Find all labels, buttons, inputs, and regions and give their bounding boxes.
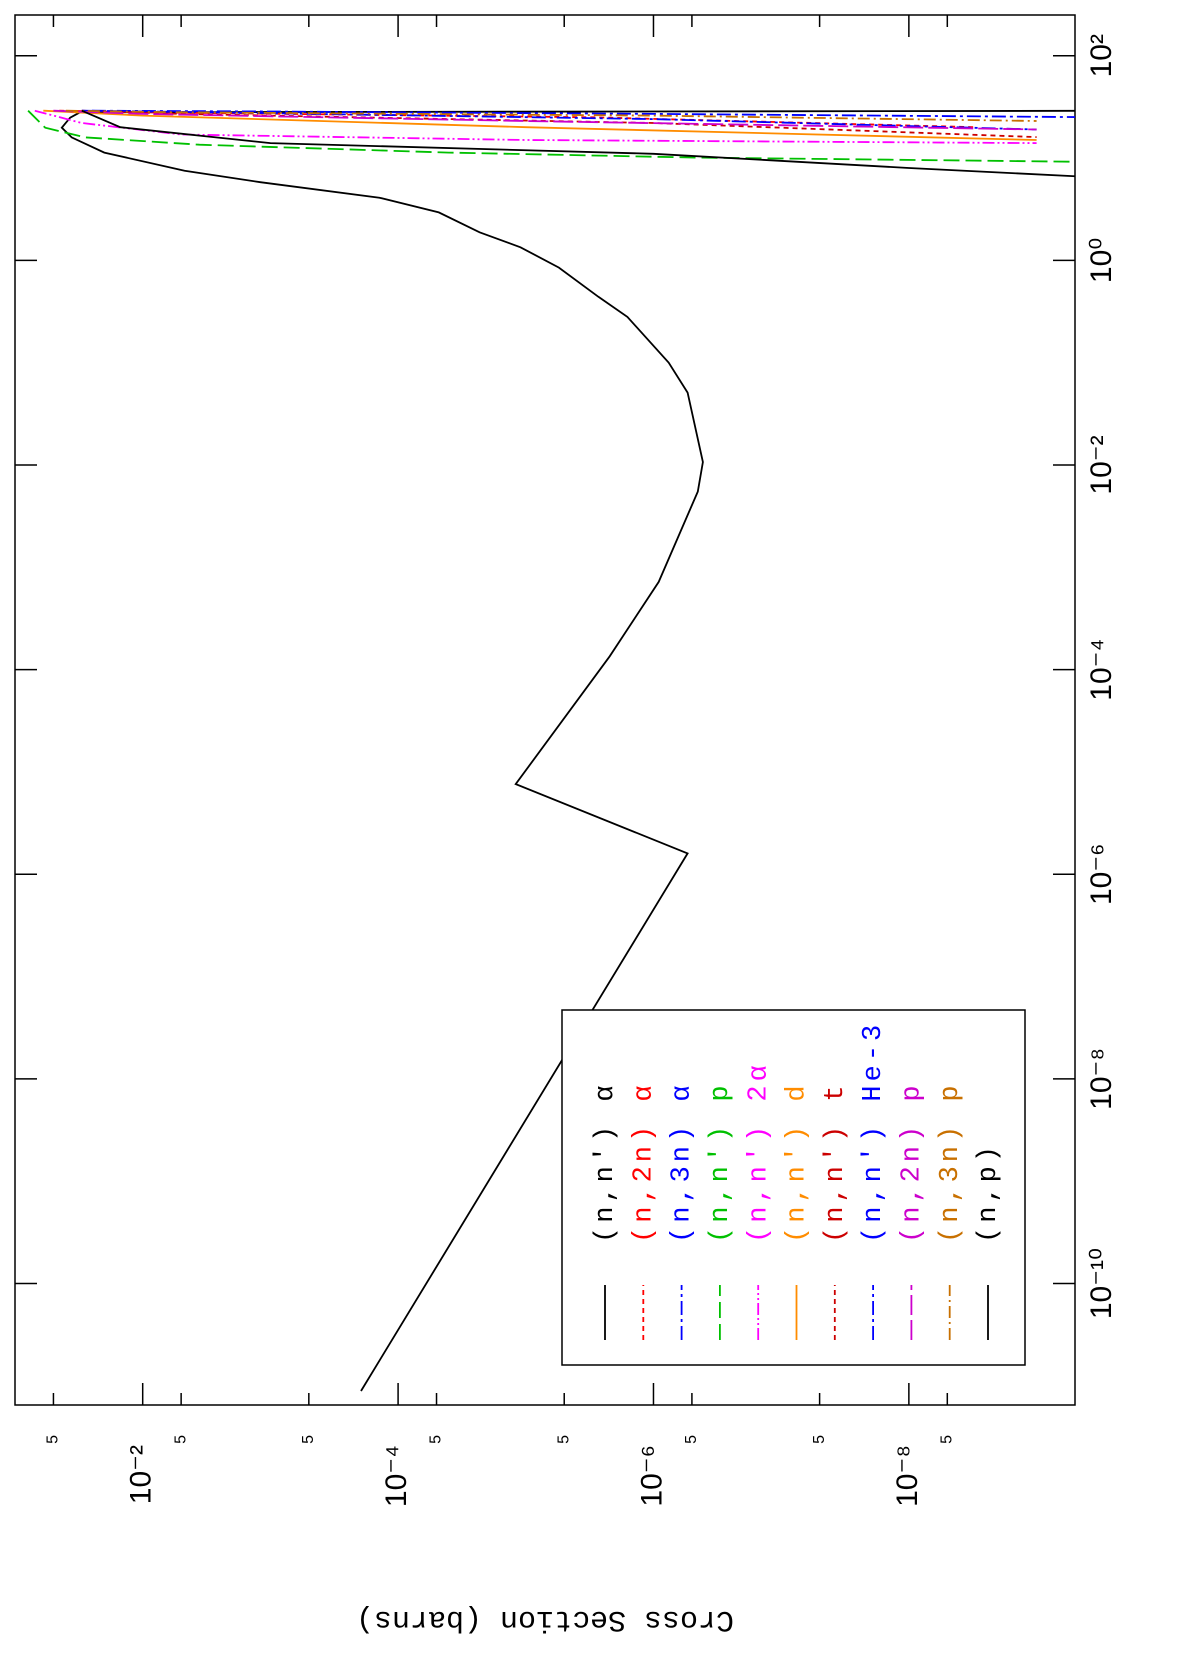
y-axis-title: Cross Section (barns) (356, 1602, 734, 1636)
legend-label: (n,n') p (706, 1081, 736, 1243)
y-tick-label: 10⁻⁶ (635, 1445, 668, 1507)
y-tick-label: 5 (428, 1435, 445, 1444)
x-tick-label: 10⁻² (1085, 435, 1118, 494)
series-line (60, 109, 1075, 1392)
y-tick-label: 5 (939, 1435, 956, 1444)
y-tick-label: 10⁻² (125, 1445, 158, 1504)
plot-frame (14, 14, 1076, 1406)
y-tick-label: 5 (300, 1435, 317, 1444)
series-line (43, 109, 1037, 141)
y-tick-label: 5 (811, 1435, 828, 1444)
legend-box (561, 1009, 1026, 1366)
legend-label: (n,2n) p (898, 1081, 928, 1243)
legend-label: (n,n') t (821, 1081, 851, 1243)
x-tick-label: 10⁻⁴ (1085, 639, 1118, 701)
x-tick-label: 10⁻¹⁰ (1085, 1248, 1118, 1319)
legend-label: (n,n') He-3 (859, 1021, 889, 1243)
legend-label: (n,n') α (591, 1081, 621, 1243)
y-tick-label: 10⁻⁴ (380, 1445, 413, 1507)
x-tick-label: 10⁰ (1085, 238, 1118, 283)
y-tick-label: 5 (683, 1435, 700, 1444)
series-line (34, 109, 1037, 144)
series-line (53, 109, 1037, 131)
legend-label: (n,3n) p (936, 1081, 966, 1243)
legend-label: (n,p) (974, 1142, 1004, 1243)
rotated-plot: Cross Section (barns) 10⁻¹⁰ 10⁻⁸ 10⁻⁶ 10⁻⁴ 1… (14, 14, 1118, 1636)
series-line (27, 110, 1075, 164)
legend-label: (n,2n) α (629, 1081, 659, 1243)
legend-label: (n,3n) α (668, 1081, 698, 1243)
series-line (81, 109, 1075, 182)
series-line (81, 109, 1037, 131)
y-tick-label: 10⁻⁸ (891, 1445, 924, 1507)
y-tick-label: 5 (172, 1435, 189, 1444)
series-line (65, 109, 1037, 122)
series-line (91, 109, 1075, 119)
x-tick-label: 10⁻⁸ (1085, 1048, 1118, 1110)
plot-area (27, 109, 1075, 1392)
y-tick-label: 5 (45, 1435, 62, 1444)
y-tick-label: 5 (555, 1435, 572, 1444)
legend-label: (n,n') d (783, 1081, 813, 1243)
x-tick-label: 10² (1085, 34, 1118, 77)
legend-label: (n,n') 2α (744, 1061, 774, 1243)
x-tick-label: 10⁻⁶ (1085, 843, 1118, 905)
